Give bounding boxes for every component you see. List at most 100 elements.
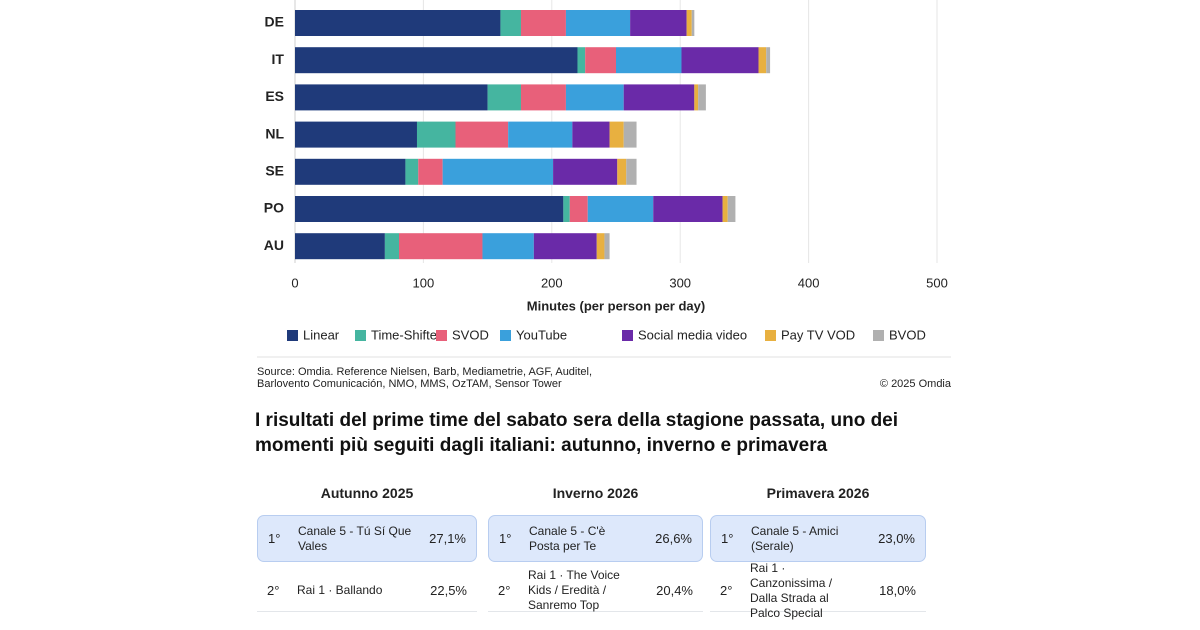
y-tick-label: SE <box>265 163 284 179</box>
rank: 1° <box>499 531 512 546</box>
bar-segment <box>630 10 687 36</box>
article-heading: I risultati del prime time del sabato se… <box>255 408 975 458</box>
rank: 2° <box>720 583 733 598</box>
legend-label: Linear <box>303 327 340 342</box>
legend-swatch <box>765 330 776 341</box>
column-header: Autunno 2025 <box>320 485 414 501</box>
bar-segment <box>698 84 706 111</box>
rank: 2° <box>267 583 280 598</box>
bar-segment <box>442 158 554 185</box>
show-name: Rai 1 · The Voice Kids / Eredità / Sanre… <box>528 568 620 612</box>
x-tick-label: 200 <box>541 275 563 290</box>
heading-line: I risultati del prime time del sabato se… <box>255 410 899 431</box>
bar-segment <box>686 10 692 36</box>
heading-line: momenti più seguiti dagli italiani: autu… <box>255 435 828 456</box>
bar-segment <box>520 10 566 36</box>
table-row: 1° Canale 5 - Amici (Serale) 23,0% <box>710 515 926 562</box>
bar-segment <box>508 121 573 148</box>
bar-segment <box>418 158 443 185</box>
bar-segment <box>691 10 695 36</box>
legend-swatch <box>287 330 298 341</box>
rank: 1° <box>268 531 281 546</box>
column-header: Inverno 2026 <box>552 485 639 501</box>
legend-label: YouTube <box>516 327 567 342</box>
bar-segment <box>295 233 385 260</box>
y-tick-label: DE <box>265 14 284 30</box>
bar-segment <box>577 47 586 74</box>
bar-segment <box>295 84 488 111</box>
legend-swatch <box>622 330 633 341</box>
y-tick-label: NL <box>265 125 284 141</box>
bar-segment <box>681 47 759 74</box>
bar-segment <box>604 233 610 260</box>
table-column: Autunno 2025 1° Canale 5 - Tú Sí Que Vales… <box>257 480 477 630</box>
show-name: Canale 5 - Tú Sí Que Vales <box>298 523 412 553</box>
bar-segment <box>533 233 597 260</box>
bar-segment <box>405 158 419 185</box>
bar-segment <box>623 121 637 148</box>
source-line: Source: Omdia. Reference Nielsen, Barb, … <box>257 366 592 378</box>
bar-segment <box>384 233 400 260</box>
bar-segment <box>616 47 682 74</box>
bar-segment <box>295 10 501 36</box>
x-axis-label: Minutes (per person per day) <box>527 298 705 313</box>
rank: 1° <box>721 531 734 546</box>
bar-segment <box>623 84 695 111</box>
bar-segment <box>626 158 637 185</box>
table-row: 2° Rai 1 · The Voice Kids / Eredità / San… <box>488 568 703 612</box>
x-tick-label: 0 <box>291 275 298 290</box>
table-row: 2° Rai 1 · Ballando 22,5% <box>257 570 477 612</box>
y-tick-label: AU <box>264 237 284 253</box>
bar-segment <box>295 196 564 222</box>
table-column: Primavera 2026 1° Canale 5 - Amici (Serale… <box>710 480 926 630</box>
rank: 2° <box>498 583 511 598</box>
bar-segment <box>758 47 767 74</box>
bar-segment <box>295 121 417 148</box>
y-tick-label: PO <box>264 200 284 216</box>
share: 23,0% <box>878 531 915 546</box>
bar-segment <box>553 158 618 185</box>
show-name: Canale 5 - C'è Posta per Te <box>529 523 606 553</box>
chart: Minutes (per person per day) Source: Omd… <box>257 0 952 390</box>
table-column: Inverno 2026 1° Canale 5 - C'è Posta per T… <box>488 480 703 630</box>
bar-segment <box>500 10 521 36</box>
x-tick-label: 100 <box>413 275 435 290</box>
bar-segment <box>766 47 771 74</box>
show-name: Rai 1 · Canzonissima / Dalla Strada al P… <box>750 560 833 620</box>
bar-segment <box>587 196 654 222</box>
bar-segment <box>565 84 624 111</box>
bar-segment <box>563 196 570 222</box>
bar-segment <box>569 196 588 222</box>
table-row: 2° Rai 1 · Canzonissima / Dalla Strada al… <box>710 561 926 620</box>
bar-segment <box>585 47 616 74</box>
copyright: © 2025 Omdia <box>880 378 952 390</box>
table-row: 1° Canale 5 - Tú Sí Que Vales 27,1% <box>257 515 477 562</box>
legend-label: BVOD <box>889 327 926 342</box>
legend-swatch <box>436 330 447 341</box>
column-header: Primavera 2026 <box>766 485 870 501</box>
source-line: Barlovento Comunicación, NMO, MMS, OzTAM… <box>257 378 562 390</box>
bar-segment <box>609 121 624 148</box>
legend-label: SVOD <box>452 327 489 342</box>
bar-segment <box>653 196 723 222</box>
share: 18,0% <box>879 583 916 598</box>
bar-segment <box>295 47 578 74</box>
bar-segment <box>399 233 483 260</box>
x-tick-label: 500 <box>926 275 948 290</box>
share: 20,4% <box>656 583 693 598</box>
legend-swatch <box>873 330 884 341</box>
legend-label: Time-Shifted <box>371 327 444 342</box>
bar-segment <box>694 84 699 111</box>
bar-segment <box>727 196 736 222</box>
bar-segment <box>596 233 605 260</box>
bar-segment <box>572 121 610 148</box>
bar-segment <box>617 158 627 185</box>
share: 27,1% <box>429 531 466 546</box>
bar-segment <box>455 121 509 148</box>
show-name: Canale 5 - Amici (Serale) <box>751 523 839 553</box>
bar-segment <box>520 84 566 111</box>
table-row: 1° Canale 5 - C'è Posta per Te 26,6% <box>488 515 703 562</box>
bar-segment <box>487 84 521 111</box>
legend-label: Social media video <box>638 327 747 342</box>
